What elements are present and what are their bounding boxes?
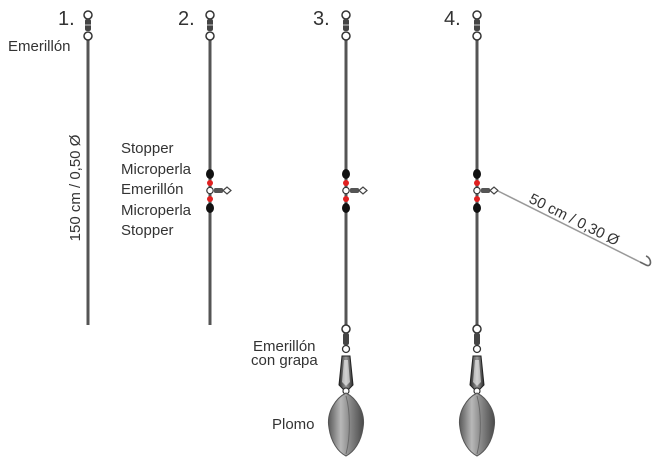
microbead-top-label: Microperla bbox=[121, 161, 192, 178]
microbead-bottom bbox=[474, 196, 480, 202]
leader-spec-label: 50 cm / 0,30 Ø bbox=[526, 190, 622, 249]
microbead-bottom bbox=[343, 196, 349, 202]
step-number-1: 1. bbox=[58, 8, 75, 30]
snap-swivel-icon bbox=[469, 324, 485, 395]
swivel-icon bbox=[83, 10, 93, 41]
step-number-2: 2. bbox=[178, 8, 195, 30]
stopper-bottom bbox=[342, 203, 350, 213]
rig-1: Emerillón 150 cm / 0,50 Ø bbox=[8, 10, 93, 325]
three-way-swivel-icon bbox=[206, 186, 232, 195]
sinker-icon bbox=[458, 392, 496, 457]
sinker-icon bbox=[327, 392, 365, 457]
swivel-label: Emerillón bbox=[8, 38, 71, 55]
stopper-top-label: Stopper bbox=[121, 140, 174, 157]
swivel-icon bbox=[472, 10, 482, 41]
microbead-bottom bbox=[207, 196, 213, 202]
microbead-bottom-label: Microperla bbox=[121, 202, 192, 219]
line-spec-label: 150 cm / 0,50 Ø bbox=[67, 134, 84, 241]
stopper-top bbox=[342, 169, 350, 179]
step-number-3: 3. bbox=[313, 8, 330, 30]
three-way-swivel-icon bbox=[342, 186, 368, 195]
microbead-top bbox=[207, 180, 213, 186]
stopper-top bbox=[206, 169, 214, 179]
rig-2: Stopper Microperla Emerillón Microperla … bbox=[121, 10, 232, 325]
hook-icon bbox=[639, 255, 652, 267]
stopper-bottom-label: Stopper bbox=[121, 222, 174, 239]
three-way-swivel-icon bbox=[473, 186, 499, 195]
snap-swivel-label-line1: Emerillón bbox=[253, 338, 316, 355]
snap-swivel-icon bbox=[338, 324, 354, 395]
snap-swivel-label-line2: con grapa bbox=[251, 352, 318, 369]
rig-3: Emerillón con grapa Plomo bbox=[251, 10, 368, 457]
swivel-icon bbox=[341, 10, 351, 41]
step-number-4: 4. bbox=[444, 8, 461, 30]
stopper-bottom bbox=[206, 203, 214, 213]
leader-line bbox=[497, 190, 641, 263]
swivel-icon bbox=[205, 10, 215, 41]
microbead-top bbox=[474, 180, 480, 186]
sinker-label: Plomo bbox=[272, 416, 315, 433]
microbead-top bbox=[343, 180, 349, 186]
stopper-top bbox=[473, 169, 481, 179]
swivel-mid-label: Emerillón bbox=[121, 181, 184, 198]
rig-4: 50 cm / 0,30 Ø bbox=[458, 10, 652, 457]
stopper-bottom bbox=[473, 203, 481, 213]
